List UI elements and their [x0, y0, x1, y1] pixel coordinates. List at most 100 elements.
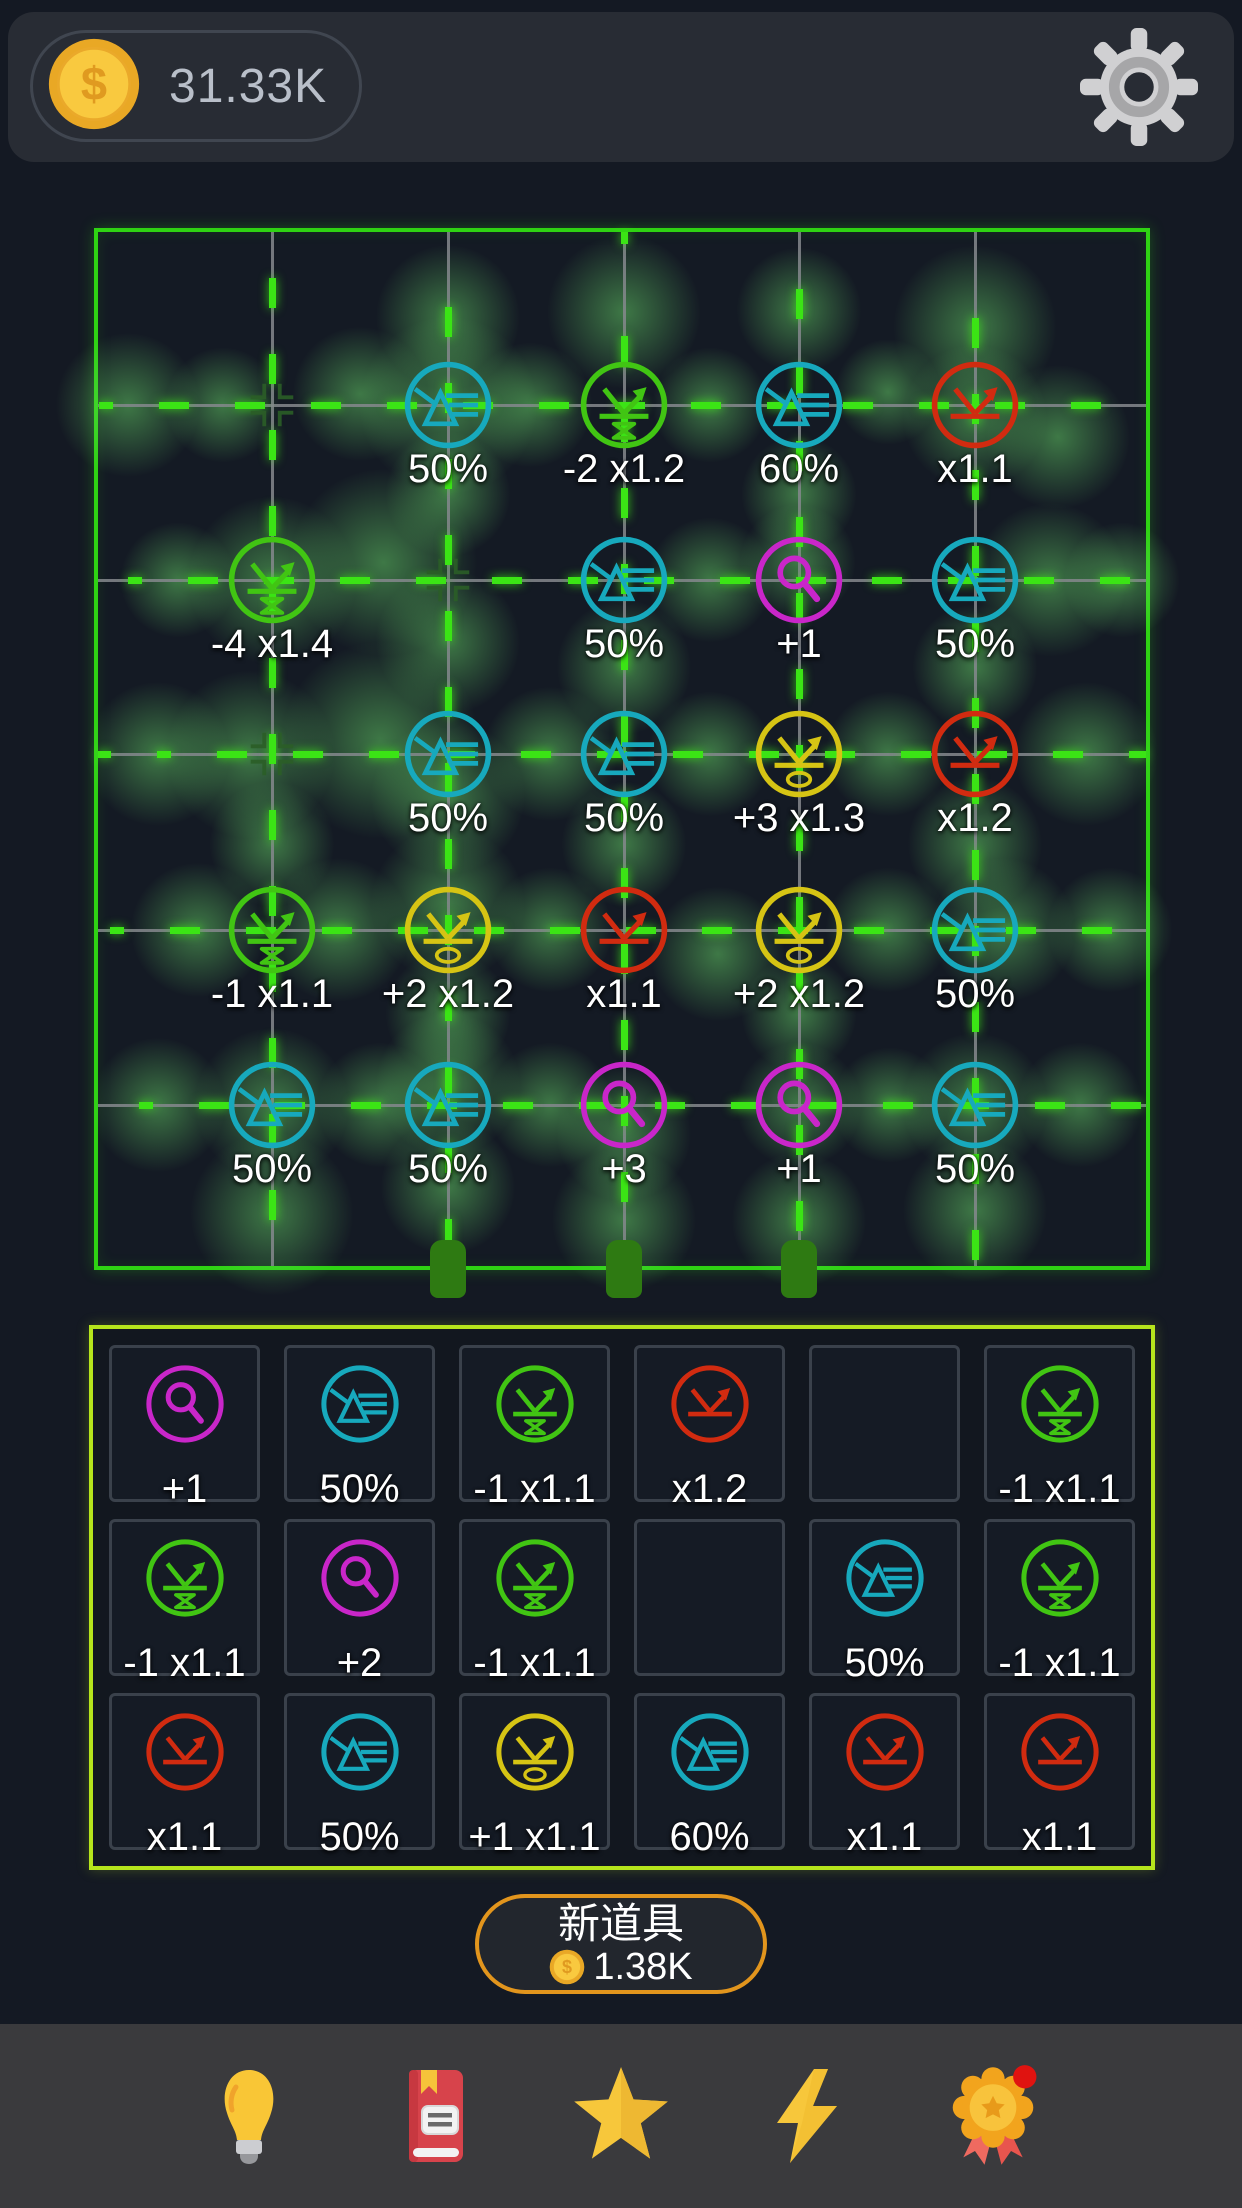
item-label: +2 x1.2	[381, 972, 515, 1016]
nav-hint-button[interactable]	[189, 2056, 309, 2176]
green-bouncer-icon	[1020, 1365, 1099, 1443]
nav-boost-button[interactable]	[747, 2056, 867, 2176]
inventory-slot-r2c3[interactable]: -1 x1.1	[459, 1519, 610, 1683]
nav-achievements-button[interactable]	[933, 2056, 1053, 2176]
inventory-slot-r3c2[interactable]: 50%	[284, 1693, 435, 1857]
energy-dash-line	[98, 401, 1146, 409]
coin-icon: $	[48, 38, 140, 129]
inventory-slot-r1c4[interactable]: x1.2	[634, 1345, 785, 1509]
green-bouncer-icon	[495, 1365, 574, 1443]
gear-icon	[1080, 28, 1198, 146]
board-item-r5c5[interactable]	[928, 1058, 1022, 1152]
new-item-cost: $ 1.38K	[549, 1946, 693, 1989]
item-label: +1	[776, 622, 822, 666]
inventory-slot-r2c5[interactable]: 50%	[809, 1519, 960, 1683]
board-peg	[430, 1240, 466, 1298]
item-label: +1	[161, 1467, 208, 1511]
nav-favorites-button[interactable]	[561, 2056, 681, 2176]
item-label: -1 x1.1	[998, 1467, 1121, 1511]
new-item-cost-value: 1.38K	[593, 1946, 693, 1989]
board-item-r1c3[interactable]	[577, 358, 671, 452]
board-item-r2c3[interactable]	[577, 533, 671, 627]
board-peg	[781, 1240, 817, 1298]
board-item-r4c3[interactable]	[577, 883, 671, 977]
topbar: $ 31.33K	[8, 12, 1234, 162]
cyan-prism-icon	[404, 361, 492, 449]
inventory-slot-r3c4[interactable]: 60%	[634, 1693, 785, 1857]
item-label: x1.1	[1021, 1815, 1098, 1859]
cyan-prism-icon	[404, 710, 492, 798]
board-item-r1c2[interactable]	[401, 358, 495, 452]
item-label: -1 x1.1	[210, 972, 334, 1016]
inventory-slot-r1c2[interactable]: 50%	[284, 1345, 435, 1509]
empty-cell-marker	[243, 725, 301, 783]
board-item-r1c4[interactable]	[752, 358, 846, 452]
energy-dash-line	[620, 232, 628, 1266]
inventory-slot-r2c4[interactable]	[634, 1519, 785, 1676]
board-item-r4c1[interactable]	[225, 883, 319, 977]
board-item-r2c5[interactable]	[928, 533, 1022, 627]
coin-icon: $	[549, 1949, 585, 1985]
inventory-slot-r1c3[interactable]: -1 x1.1	[459, 1345, 610, 1509]
cyan-prism-icon	[320, 1713, 399, 1791]
magenta-magnifier-icon	[755, 536, 843, 624]
item-label: +1 x1.1	[468, 1815, 601, 1859]
item-label: +3 x1.3	[732, 796, 866, 840]
cyan-prism-icon	[580, 536, 668, 624]
cyan-prism-icon	[580, 710, 668, 798]
inventory-slot-r2c1[interactable]: -1 x1.1	[109, 1519, 260, 1683]
board-item-r4c4[interactable]	[752, 883, 846, 977]
item-label: 50%	[583, 796, 665, 840]
coin-balance-pill: $ 31.33K	[30, 30, 362, 142]
inventory-slot-r3c3[interactable]: +1 x1.1	[459, 1693, 610, 1857]
item-label: 50%	[231, 1147, 313, 1191]
new-item-button[interactable]: 新道具 $ 1.38K	[475, 1894, 767, 1994]
board-item-r4c5[interactable]	[928, 883, 1022, 977]
board-item-r2c4[interactable]	[752, 533, 846, 627]
board-item-r5c3[interactable]	[577, 1058, 671, 1152]
inventory-slot-r3c1[interactable]: x1.1	[109, 1693, 260, 1857]
item-label: 50%	[319, 1467, 400, 1511]
board-item-r3c5[interactable]	[928, 707, 1022, 801]
empty-cell-marker	[419, 551, 477, 609]
magenta-magnifier-icon	[145, 1365, 224, 1443]
board-item-r4c2[interactable]	[401, 883, 495, 977]
item-label: -1 x1.1	[123, 1641, 246, 1685]
red-bouncer-icon	[580, 886, 668, 974]
inventory-slot-r1c6[interactable]: -1 x1.1	[984, 1345, 1135, 1509]
inventory-slot-r1c1[interactable]: +1	[109, 1345, 260, 1509]
item-label: x1.1	[846, 1815, 923, 1859]
item-label: +2	[336, 1641, 383, 1685]
game-board: 50% -2 x1.2 60% x1.1 -4 x1.4	[53, 228, 1182, 1299]
board-item-r2c1[interactable]	[225, 533, 319, 627]
inventory-slot-r3c6[interactable]: x1.1	[984, 1693, 1135, 1857]
board-peg	[606, 1240, 642, 1298]
board-item-r3c2[interactable]	[401, 707, 495, 801]
yellow-bouncer-icon	[404, 886, 492, 974]
inventory-slot-r1c5[interactable]	[809, 1345, 960, 1502]
inventory-slot-r3c5[interactable]: x1.1	[809, 1693, 960, 1857]
board-item-r5c2[interactable]	[401, 1058, 495, 1152]
board-item-r3c3[interactable]	[577, 707, 671, 801]
empty-cell-marker	[243, 376, 301, 434]
board-item-r1c5[interactable]	[928, 358, 1022, 452]
nav-handbook-button[interactable]	[375, 2056, 495, 2176]
board-item-r5c1[interactable]	[225, 1058, 319, 1152]
cyan-prism-icon	[845, 1539, 924, 1617]
coin-icon: $	[550, 1949, 585, 1985]
inventory-panel: +1 50% -1 x1.1 x1.2 -1 x1.1	[89, 1325, 1155, 1870]
inventory-slot-r2c2[interactable]: +2	[284, 1519, 435, 1683]
red-bouncer-icon	[1020, 1713, 1099, 1791]
inventory-slot-r2c6[interactable]: -1 x1.1	[984, 1519, 1135, 1683]
settings-button[interactable]	[1080, 28, 1198, 146]
item-label: -1 x1.1	[473, 1641, 596, 1685]
cyan-prism-icon	[228, 1061, 316, 1149]
item-label: x1.2	[937, 796, 1013, 840]
board-item-r5c4[interactable]	[752, 1058, 846, 1152]
green-bouncer-icon	[228, 536, 316, 624]
cyan-prism-icon	[931, 536, 1019, 624]
medal-icon	[952, 2065, 1037, 2165]
new-item-label: 新道具	[557, 1899, 684, 1947]
yellow-bouncer-icon	[755, 886, 843, 974]
board-item-r3c4[interactable]	[752, 707, 846, 801]
